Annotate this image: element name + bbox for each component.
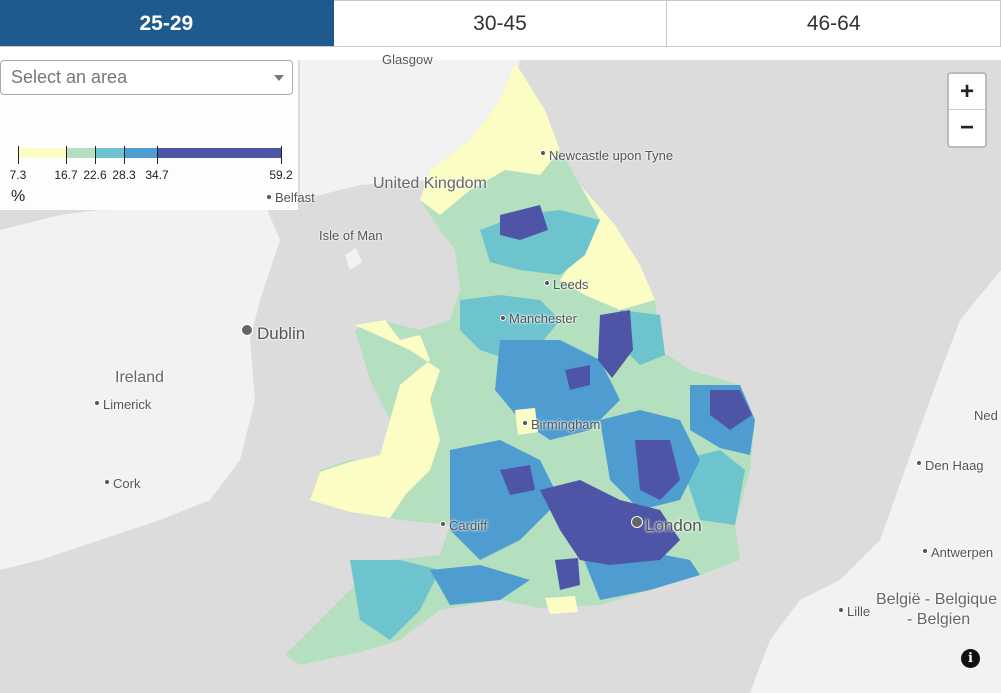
city-dot (916, 460, 922, 466)
city-dot (266, 194, 272, 200)
tab-30-45[interactable]: 30-45 (333, 0, 668, 46)
chevron-down-icon (274, 75, 284, 81)
city-dot (540, 150, 546, 156)
place-label-antwerpen: Antwerpen (931, 545, 994, 560)
legend-break-label: 34.7 (145, 168, 169, 182)
place-label-lille: Lille (847, 604, 871, 619)
legend-tick (157, 146, 158, 164)
legend-break-label: 7.3 (9, 168, 27, 182)
legend-bin-2 (66, 148, 95, 158)
region-yellow-pocket-2 (545, 596, 578, 614)
city-dot (544, 280, 550, 286)
place-label-leeds: Leeds (553, 277, 589, 292)
legend-break-label: 22.6 (83, 168, 107, 182)
city-dot (838, 607, 844, 613)
scotland-land (300, 60, 520, 200)
ireland-land (0, 200, 280, 570)
region-purple-5 (635, 440, 680, 500)
place-label-glasgow: Glasgow (382, 52, 433, 67)
controls-panel: Select an area 7.3 16.7 22.6 28.3 34.7 5… (0, 60, 298, 210)
region-purple-2 (598, 310, 633, 378)
legend-tick (66, 146, 67, 164)
legend-bin-4 (124, 148, 157, 158)
zoom-control: + − (947, 72, 987, 148)
legend-tick (18, 146, 19, 164)
city-dot (241, 324, 253, 336)
city-dot (104, 479, 110, 485)
legend-break-label: 16.7 (54, 168, 78, 182)
info-icon[interactable]: i (961, 649, 980, 668)
zoom-in-button[interactable]: + (949, 74, 985, 110)
continent-land (750, 270, 1001, 693)
legend-bin-5 (157, 148, 281, 158)
map-canvas (0, 60, 1001, 693)
place-label-birmingham: Birmingham (531, 417, 601, 432)
place-label-belfast: Belfast (275, 190, 315, 205)
place-label-manchester: Manchester (509, 311, 577, 326)
isle-of-man-land (345, 248, 362, 270)
place-label-ireland: Ireland (115, 369, 164, 386)
place-label-london: London (645, 516, 702, 535)
city-dot (94, 400, 100, 406)
place-label-nederland: Ned (974, 408, 998, 423)
region-blue-2 (450, 440, 560, 560)
place-label-newcastle: Newcastle upon Tyne (549, 148, 674, 163)
region-purple-1 (500, 205, 548, 240)
region-north-yellow (420, 62, 560, 215)
region-purple-8 (565, 365, 590, 390)
legend-unit: % (11, 188, 26, 205)
region-teal-4 (350, 560, 440, 640)
region-blue-3 (430, 565, 530, 605)
legend-bin-1 (18, 148, 66, 158)
age-tabs: 25-29 30-45 46-64 (0, 0, 1001, 47)
legend-bin-3 (95, 148, 124, 158)
region-purple-4 (540, 480, 680, 565)
place-label-united-kingdom: United Kingdom (373, 175, 487, 192)
city-dot (440, 521, 446, 527)
region-yorkshire-yellow (560, 185, 655, 310)
legend-tick (281, 146, 282, 164)
legend-tick (95, 146, 96, 164)
city-dot (500, 315, 506, 321)
zoom-out-button[interactable]: − (959, 114, 974, 141)
region-teal-5 (680, 450, 745, 525)
place-label-den-haag: Den Haag (925, 458, 984, 473)
region-wales-yellow (310, 320, 440, 518)
region-purple-7 (500, 465, 535, 495)
place-label-dublin: Dublin (257, 324, 306, 343)
tab-46-64[interactable]: 46-64 (667, 0, 1001, 46)
city-dot (631, 516, 643, 528)
place-label-belgium-line-2: - Belgien (907, 611, 971, 628)
region-purple-6 (555, 558, 580, 590)
legend-break-label: 59.2 (269, 168, 293, 182)
area-select[interactable]: Select an area (0, 60, 293, 95)
area-select-placeholder: Select an area (11, 67, 128, 87)
tab-25-29[interactable]: 25-29 (0, 0, 334, 46)
place-label-limerick: Limerick (103, 397, 152, 412)
city-dot (522, 420, 528, 426)
place-label-isle-of-man: Isle of Man (319, 228, 383, 243)
legend-tick (124, 146, 125, 164)
legend-break-label: 28.3 (112, 168, 136, 182)
city-dot (922, 548, 928, 554)
place-label-cardiff: Cardiff (449, 518, 488, 533)
place-label-belgium-line-1: België - Belgique (876, 591, 997, 608)
place-label-cork: Cork (113, 476, 141, 491)
region-purple-3 (710, 390, 752, 430)
choropleth-map[interactable] (0, 60, 1001, 693)
